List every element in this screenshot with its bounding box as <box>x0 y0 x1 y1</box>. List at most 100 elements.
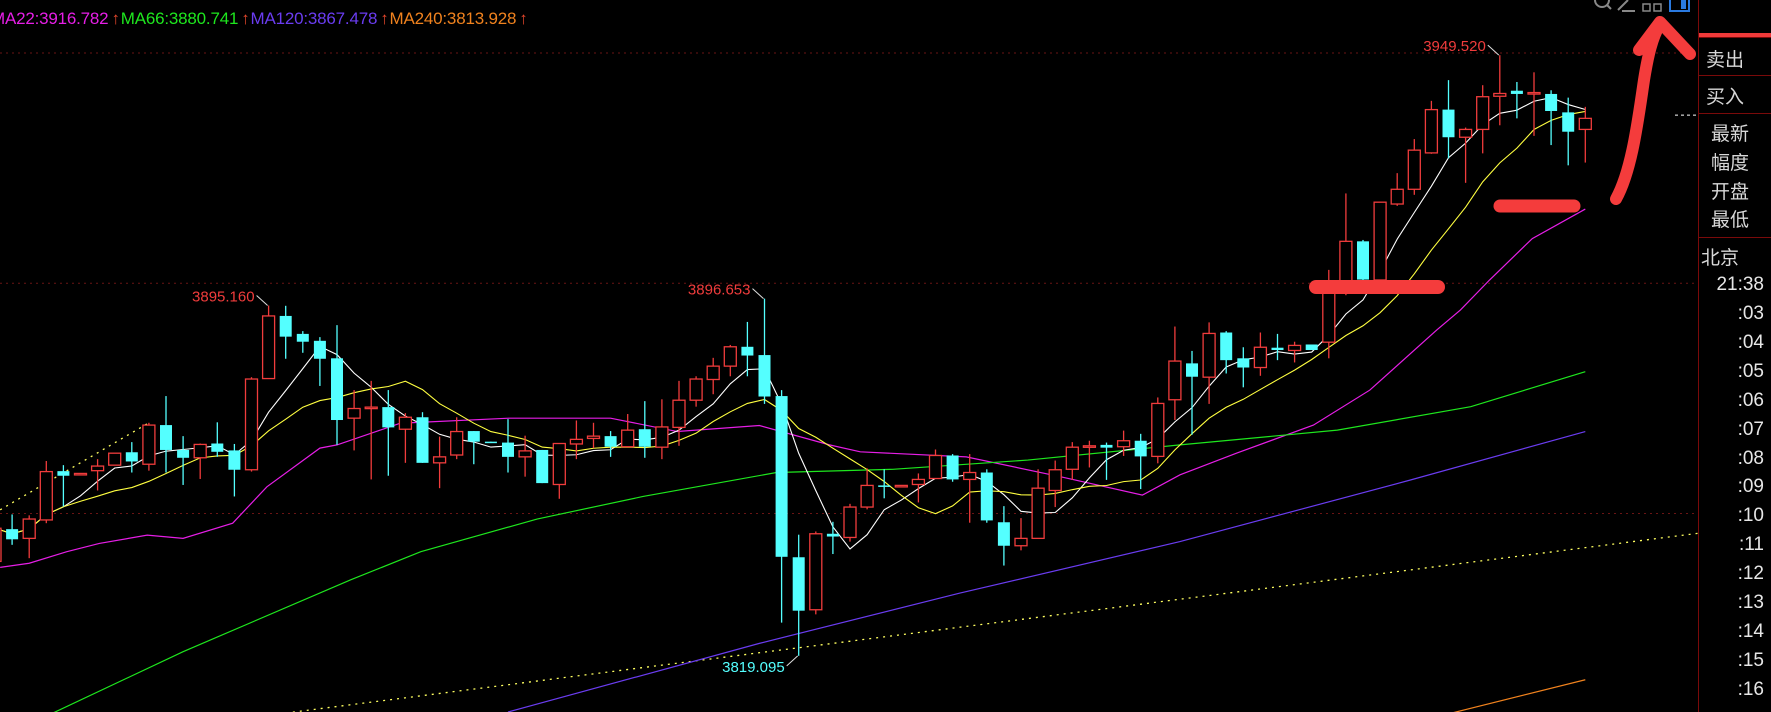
candle[interactable] <box>552 442 566 499</box>
buy-label[interactable]: 买入 <box>1706 86 1745 108</box>
candle[interactable] <box>1407 139 1421 195</box>
candle[interactable] <box>364 380 378 480</box>
candle[interactable] <box>604 431 617 457</box>
candle[interactable] <box>0 527 2 573</box>
candle[interactable] <box>398 413 413 463</box>
candle[interactable] <box>911 473 926 503</box>
candle[interactable] <box>244 377 259 472</box>
candle[interactable] <box>484 441 497 444</box>
candle[interactable] <box>843 503 857 542</box>
candle[interactable] <box>1237 347 1250 388</box>
candle[interactable] <box>1424 100 1439 154</box>
candle[interactable] <box>142 422 156 471</box>
candle[interactable] <box>980 469 993 523</box>
candle[interactable] <box>177 436 190 485</box>
candle[interactable] <box>1390 173 1404 206</box>
candle[interactable] <box>1220 331 1233 374</box>
candle[interactable] <box>1151 397 1165 464</box>
candle[interactable] <box>347 390 361 451</box>
candle[interactable] <box>792 534 805 656</box>
candle[interactable] <box>1271 333 1284 361</box>
candle[interactable] <box>638 401 651 458</box>
candle[interactable] <box>723 344 737 377</box>
candle[interactable] <box>1562 97 1575 166</box>
candle[interactable] <box>809 531 823 615</box>
layout-squares-icon[interactable] <box>1642 3 1662 12</box>
candle[interactable] <box>331 325 343 445</box>
candle[interactable] <box>1476 85 1490 154</box>
sell-label[interactable]: 卖出 <box>1706 49 1745 71</box>
draw-pencil-icon[interactable] <box>1617 0 1635 12</box>
candle[interactable] <box>296 331 309 353</box>
candle[interactable] <box>1493 55 1507 126</box>
candle[interactable] <box>689 376 703 407</box>
candle[interactable] <box>467 431 480 465</box>
candle[interactable] <box>894 484 908 488</box>
candle[interactable] <box>22 515 36 559</box>
candle[interactable] <box>741 321 754 377</box>
candle[interactable] <box>1305 344 1318 351</box>
candle[interactable] <box>90 459 105 491</box>
candle[interactable] <box>1186 350 1198 435</box>
candle[interactable] <box>706 357 720 395</box>
candle[interactable] <box>261 305 276 380</box>
candle[interactable] <box>1014 518 1028 551</box>
candle[interactable] <box>1527 72 1541 136</box>
candle[interactable] <box>928 449 943 480</box>
candle[interactable] <box>569 420 584 460</box>
candle[interactable] <box>1168 326 1182 421</box>
candle[interactable] <box>1031 469 1045 540</box>
candle[interactable] <box>416 412 429 463</box>
candle[interactable] <box>193 443 207 479</box>
candle[interactable] <box>1458 127 1473 183</box>
candle[interactable] <box>108 452 122 466</box>
candle[interactable] <box>1373 201 1387 281</box>
candle[interactable] <box>39 461 53 524</box>
candle[interactable] <box>1578 106 1592 163</box>
candle[interactable] <box>125 442 138 473</box>
candle[interactable] <box>775 390 788 623</box>
candle[interactable] <box>655 399 669 460</box>
candle[interactable] <box>1082 440 1097 468</box>
candle[interactable] <box>1100 442 1113 480</box>
candle[interactable] <box>1442 80 1455 159</box>
candle[interactable] <box>758 298 771 404</box>
candle[interactable] <box>211 422 224 457</box>
candle[interactable] <box>826 521 839 555</box>
candle[interactable] <box>963 454 977 523</box>
window-toggle-icon[interactable] <box>1669 0 1690 12</box>
candle[interactable] <box>1065 442 1079 480</box>
candle[interactable] <box>1545 90 1558 146</box>
candle[interactable] <box>6 514 19 545</box>
candle[interactable] <box>382 390 395 476</box>
candle[interactable] <box>1287 341 1302 363</box>
candle[interactable] <box>432 436 447 489</box>
candles[interactable] <box>0 55 1592 656</box>
candle[interactable] <box>73 472 88 476</box>
candle[interactable] <box>57 465 70 507</box>
candle[interactable] <box>878 469 891 499</box>
candle[interactable] <box>502 419 514 473</box>
candle[interactable] <box>997 506 1010 566</box>
candle[interactable] <box>450 417 464 460</box>
candle[interactable] <box>621 414 635 448</box>
trendlines[interactable] <box>0 422 1702 712</box>
candle[interactable] <box>1048 460 1062 508</box>
candle[interactable] <box>1134 433 1147 490</box>
candle[interactable] <box>313 337 326 386</box>
candle[interactable] <box>672 380 686 446</box>
candle[interactable] <box>536 449 549 484</box>
candle[interactable] <box>1116 430 1131 456</box>
candle[interactable] <box>946 454 959 482</box>
candle[interactable] <box>1339 193 1353 296</box>
candle[interactable] <box>1253 332 1268 376</box>
candle[interactable] <box>518 435 532 477</box>
candle[interactable] <box>586 422 601 449</box>
zoom-icon[interactable] <box>1594 0 1612 10</box>
candle[interactable] <box>160 396 172 473</box>
candle[interactable] <box>228 443 241 497</box>
candle[interactable] <box>860 468 874 510</box>
candle[interactable] <box>1357 239 1369 288</box>
candle[interactable] <box>279 305 292 359</box>
